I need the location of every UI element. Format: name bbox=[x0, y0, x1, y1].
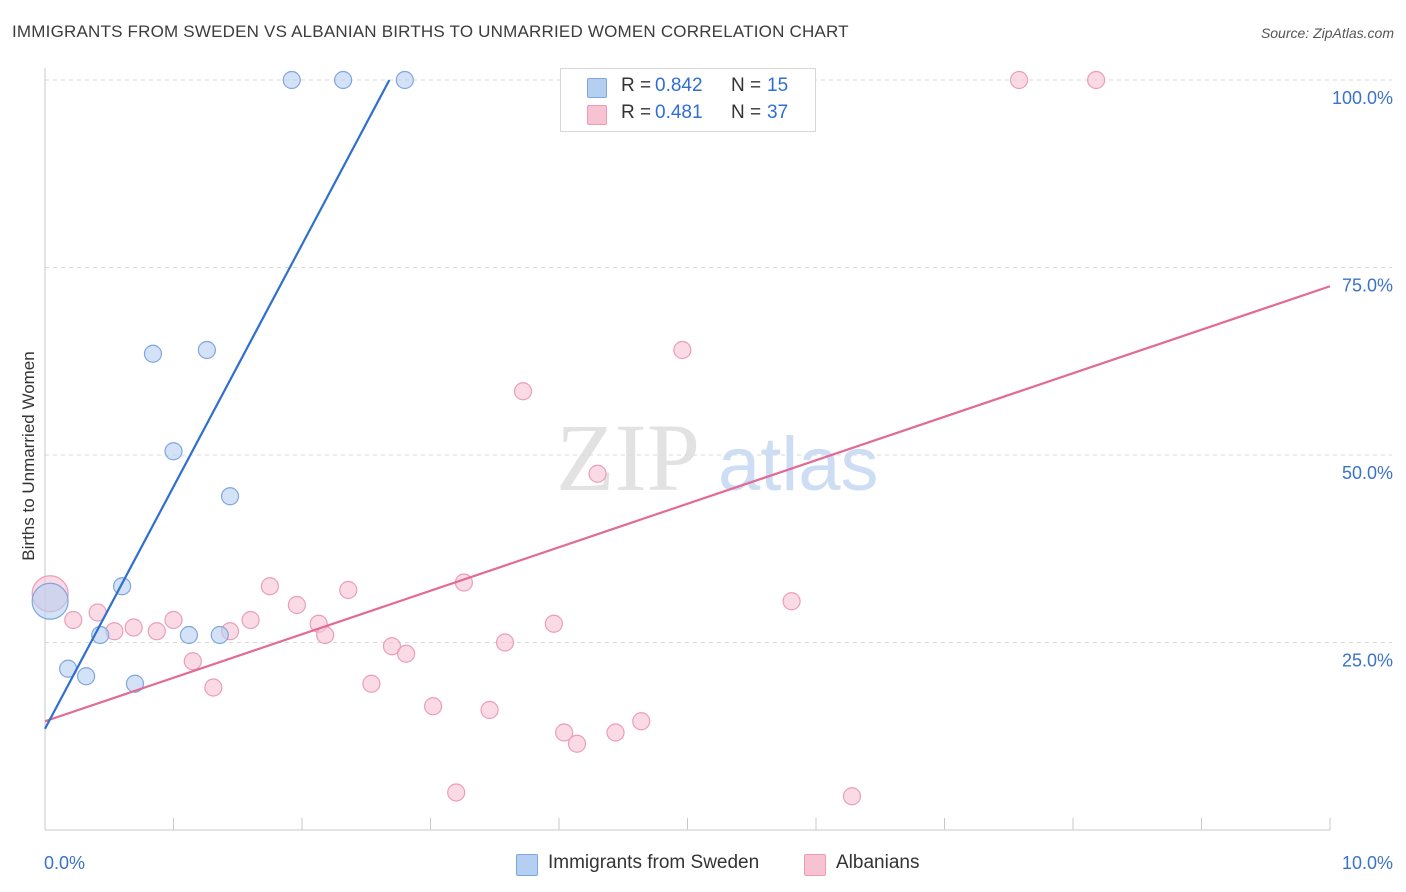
trendline-albanians bbox=[44, 285, 1331, 723]
point-albanians bbox=[1087, 70, 1106, 90]
point-albanians bbox=[588, 464, 607, 483]
trendline-sweden bbox=[44, 79, 391, 730]
point-albanians bbox=[362, 674, 381, 693]
stats-legend: R = 0.842 N = 15 R = 0.481 N = 37 bbox=[560, 68, 816, 132]
legend-r-value: 0.481 bbox=[655, 102, 703, 123]
point-albanians bbox=[495, 633, 515, 652]
legend-n-value: 15 bbox=[767, 75, 789, 96]
point-albanians bbox=[673, 340, 692, 360]
point-sweden bbox=[334, 70, 353, 90]
point-albanians bbox=[567, 734, 587, 753]
legend-r-label: R = bbox=[621, 102, 652, 123]
bottom-legend-label-sweden: Immigrants from Sweden bbox=[548, 852, 760, 873]
y-tick-label: 25.0% bbox=[1342, 651, 1393, 671]
point-albanians bbox=[396, 644, 416, 663]
y-tick-label: 50.0% bbox=[1342, 463, 1393, 483]
x-tick-label-max: 10.0% bbox=[1342, 853, 1393, 873]
y-tick-label: 75.0% bbox=[1342, 276, 1393, 296]
point-albanians bbox=[555, 723, 574, 742]
point-sweden bbox=[197, 340, 217, 360]
point-sweden bbox=[164, 442, 183, 461]
point-albanians bbox=[147, 622, 166, 641]
legend-n-label: N = bbox=[731, 75, 762, 96]
point-albanians bbox=[842, 787, 862, 806]
point-albanians bbox=[423, 697, 443, 716]
bottom-legend-swatch-albanians bbox=[804, 854, 826, 876]
point-sweden bbox=[112, 577, 132, 596]
point-albanians bbox=[480, 700, 499, 720]
point-albanians bbox=[632, 712, 651, 731]
legend-swatch-albanians bbox=[587, 105, 607, 125]
y-axis-title: Births to Unmarried Women bbox=[19, 351, 38, 560]
bottom-legend-label-albanians: Albanians bbox=[836, 852, 920, 873]
point-sweden bbox=[210, 625, 229, 645]
point-albanians bbox=[260, 577, 279, 596]
point-albanians bbox=[447, 783, 466, 802]
point-sweden bbox=[179, 625, 199, 645]
watermark-zip: ZIP bbox=[556, 404, 700, 511]
point-albanians bbox=[287, 595, 306, 615]
point-sweden bbox=[125, 674, 145, 693]
point-albanians bbox=[204, 678, 223, 697]
x-tick-label-min: 0.0% bbox=[44, 853, 85, 873]
legend-r-value: 0.842 bbox=[655, 75, 703, 96]
point-albanians bbox=[1009, 70, 1029, 90]
point-albanians bbox=[124, 618, 143, 637]
point-albanians bbox=[164, 610, 183, 630]
point-sweden bbox=[220, 487, 240, 506]
point-sweden bbox=[77, 667, 96, 686]
point-albanians bbox=[382, 637, 402, 656]
chart-title: IMMIGRANTS FROM SWEDEN VS ALBANIAN BIRTH… bbox=[12, 22, 849, 41]
point-albanians bbox=[782, 592, 801, 611]
point-sweden bbox=[31, 582, 69, 620]
point-albanians bbox=[64, 610, 83, 630]
legend-swatch-sweden bbox=[587, 78, 607, 98]
legend-n-value: 37 bbox=[767, 102, 789, 123]
legend-r-label: R = bbox=[621, 75, 652, 96]
point-albanians bbox=[606, 723, 625, 742]
point-sweden bbox=[282, 70, 301, 90]
point-albanians bbox=[183, 652, 202, 671]
source-label: Source: ZipAtlas.com bbox=[1260, 25, 1394, 41]
point-albanians bbox=[544, 614, 563, 633]
point-albanians bbox=[241, 610, 260, 630]
bottom-legend-swatch-sweden bbox=[516, 854, 538, 876]
legend-n-label: N = bbox=[731, 102, 762, 123]
point-sweden bbox=[143, 344, 163, 363]
point-albanians bbox=[513, 382, 533, 401]
watermark-atlas: atlas bbox=[718, 422, 879, 507]
y-tick-label: 100.0% bbox=[1332, 88, 1393, 108]
point-sweden bbox=[395, 70, 414, 90]
point-albanians bbox=[339, 580, 358, 600]
